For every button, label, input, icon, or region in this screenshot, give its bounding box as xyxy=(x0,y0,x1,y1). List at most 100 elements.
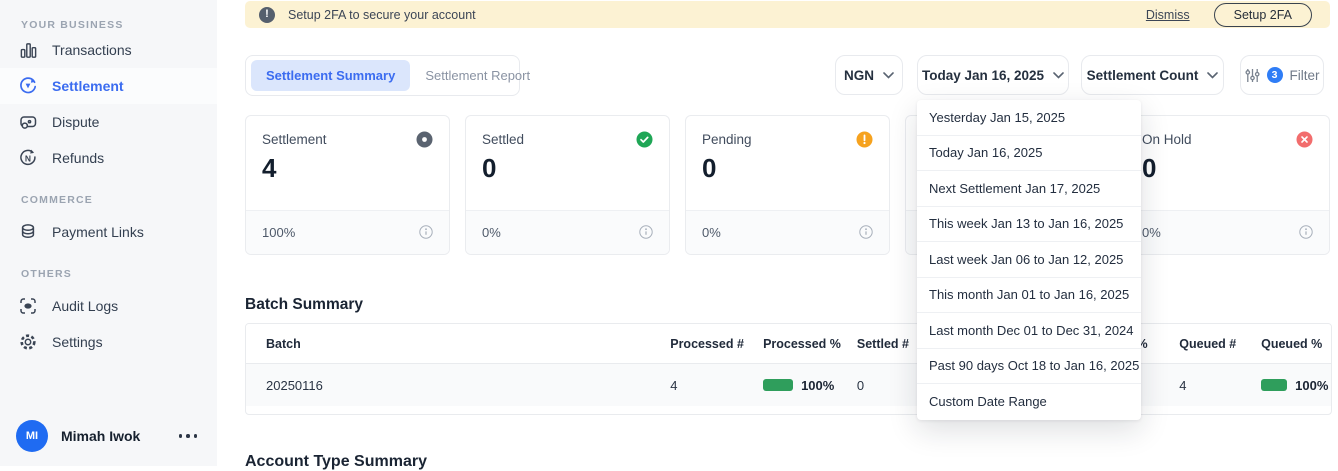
dropdown-item-next-settlement[interactable]: Next Settlement Jan 17, 2025 xyxy=(917,171,1141,207)
col-processed-num: Processed # xyxy=(670,336,744,351)
progress-bar xyxy=(1261,379,1288,391)
dropdown-item-this-month[interactable]: This month Jan 01 to Jan 16, 2025 xyxy=(917,278,1141,313)
banner-message: Setup 2FA to secure your account xyxy=(288,7,476,22)
sidebar-item-label: Settings xyxy=(52,334,103,350)
2fa-banner: ! Setup 2FA to secure your account Dismi… xyxy=(245,1,1330,28)
coins-stack-icon xyxy=(18,222,38,242)
sidebar-section-commerce: COMMERCE xyxy=(21,194,94,206)
cell-batch: 20250116 xyxy=(266,377,323,393)
avatar: MI xyxy=(16,420,48,452)
card-percent: 100% xyxy=(262,224,296,240)
alert-icon: ! xyxy=(259,6,275,23)
sliders-icon xyxy=(1244,68,1260,82)
sidebar-item-label: Transactions xyxy=(52,42,132,58)
sidebar-item-transactions[interactable]: Transactions xyxy=(0,32,217,68)
cell-settled-num: 0 xyxy=(856,377,865,393)
currency-value: NGN xyxy=(844,67,874,83)
sidebar-item-label: Payment Links xyxy=(52,224,144,240)
sidebar-section-others: OTHERS xyxy=(21,268,72,280)
card-percent: 0% xyxy=(482,224,501,240)
settlement-tabs: Settlement Summary Settlement Report xyxy=(245,55,530,96)
info-icon[interactable] xyxy=(859,225,873,240)
metric-value: Settlement Count xyxy=(1086,67,1199,83)
dismiss-link[interactable]: Dismiss xyxy=(1145,7,1190,22)
sidebar-item-label: Refunds xyxy=(52,150,105,166)
dropdown-item-yesterday[interactable]: Yesterday Jan 15, 2025 xyxy=(917,100,1141,136)
sidebar-item-settings[interactable]: Settings xyxy=(0,324,217,360)
sidebar-item-label: Settlement xyxy=(52,78,124,94)
currency-select[interactable]: NGN xyxy=(835,55,903,95)
chevron-down-icon xyxy=(1053,71,1064,79)
user-profile[interactable]: MI Mimah Iwok xyxy=(0,414,217,466)
bar-chart-icon xyxy=(18,40,38,60)
cell-queued-num: 4 xyxy=(1179,377,1187,393)
dropdown-item-last-week[interactable]: Last week Jan 06 to Jan 12, 2025 xyxy=(917,242,1141,278)
card-value: 0 xyxy=(482,153,497,183)
setup-2fa-button[interactable]: Setup 2FA xyxy=(1213,2,1312,27)
tab-settlement-summary[interactable]: Settlement Summary xyxy=(251,60,411,91)
dispute-card-icon xyxy=(18,112,38,132)
filter-button[interactable]: 3 Filter xyxy=(1240,55,1324,95)
dropdown-item-past-90-days[interactable]: Past 90 days Oct 18 to Jan 16, 2025 xyxy=(917,349,1141,384)
cell-processed-pct: 100% xyxy=(801,377,835,393)
refund-cycle-icon: N xyxy=(18,148,38,168)
sidebar-item-audit-logs[interactable]: Audit Logs xyxy=(0,288,217,324)
col-queued-num: Queued # xyxy=(1179,336,1237,351)
tab-settlement-report[interactable]: Settlement Report xyxy=(425,68,531,83)
dropdown-item-this-week[interactable]: This week Jan 13 to Jan 16, 2025 xyxy=(917,207,1141,242)
sidebar: YOUR BUSINESS Transactions Settlement Di… xyxy=(0,0,217,466)
table-header-row: Batch Processed # Processed % Settled # … xyxy=(246,324,1331,364)
dropdown-item-custom-range[interactable]: Custom Date Range xyxy=(929,394,1047,410)
summary-cards: Settlement 4 100% Settled 0 0% Pending xyxy=(245,115,1330,255)
sidebar-item-payment-links[interactable]: Payment Links xyxy=(0,214,217,250)
metric-select[interactable]: Settlement Count xyxy=(1081,55,1224,95)
x-circle-icon xyxy=(1296,131,1313,148)
sidebar-item-dispute[interactable]: Dispute xyxy=(0,104,217,140)
date-range-select[interactable]: Today Jan 16, 2025 xyxy=(917,55,1069,95)
col-batch: Batch xyxy=(266,336,301,351)
sidebar-item-label: Dispute xyxy=(52,114,100,130)
card-title: Settled xyxy=(482,132,525,147)
batch-summary-title: Batch Summary xyxy=(245,296,364,313)
card-value: 0 xyxy=(702,153,717,183)
card-title: Pending xyxy=(702,132,752,147)
account-type-summary-title: Account Type Summary xyxy=(245,453,427,470)
card-value: 0 xyxy=(1142,153,1157,183)
check-circle-icon xyxy=(636,131,653,148)
card-percent: 0% xyxy=(1142,224,1161,240)
card-value: 4 xyxy=(262,153,277,183)
card-pending: Pending 0 0% xyxy=(685,115,890,255)
card-title: On Hold xyxy=(1142,132,1192,147)
dropdown-item-today[interactable]: Today Jan 16, 2025 xyxy=(917,136,1141,171)
user-name: Mimah Iwok xyxy=(61,428,141,444)
alert-circle-icon xyxy=(856,131,873,148)
table-row[interactable]: 20250116 4 100% 0 0% 0 0% 4 100% xyxy=(246,364,1331,406)
chevron-down-icon xyxy=(883,71,894,79)
info-icon[interactable] xyxy=(419,225,433,240)
sidebar-item-label: Audit Logs xyxy=(52,298,119,314)
col-queued-pct: Queued % xyxy=(1261,336,1323,351)
sidebar-section-your-business: YOUR BUSINESS xyxy=(21,19,124,31)
date-range-value: Today Jan 16, 2025 xyxy=(921,67,1045,83)
ellipsis-menu-icon[interactable] xyxy=(178,434,197,438)
chevron-down-icon xyxy=(1207,71,1219,79)
card-settled: Settled 0 0% xyxy=(465,115,670,255)
col-settled-num: Settled # xyxy=(856,336,909,351)
sidebar-item-refunds[interactable]: N Refunds xyxy=(0,140,217,176)
filter-label: Filter xyxy=(1289,67,1320,83)
dropdown-item-last-month[interactable]: Last month Dec 01 to Dec 31, 2024 xyxy=(917,313,1141,349)
card-settlement: Settlement 4 100% xyxy=(245,115,450,255)
info-icon[interactable] xyxy=(639,225,653,240)
card-title: Settlement xyxy=(262,132,327,147)
cell-processed-num: 4 xyxy=(670,377,678,393)
progress-bar xyxy=(763,379,794,391)
cell-queued-pct: 100% xyxy=(1295,377,1329,393)
svg-text:N: N xyxy=(25,153,31,163)
batch-summary-table: Batch Processed # Processed % Settled # … xyxy=(245,323,1332,415)
sidebar-item-settlement[interactable]: Settlement xyxy=(0,68,217,104)
gear-icon xyxy=(18,332,38,352)
col-processed-pct: Processed % xyxy=(763,336,841,351)
filter-count-badge: 3 xyxy=(1266,67,1283,83)
card-on-hold: On Hold 0 0% xyxy=(1125,115,1330,255)
info-icon[interactable] xyxy=(1299,225,1313,240)
